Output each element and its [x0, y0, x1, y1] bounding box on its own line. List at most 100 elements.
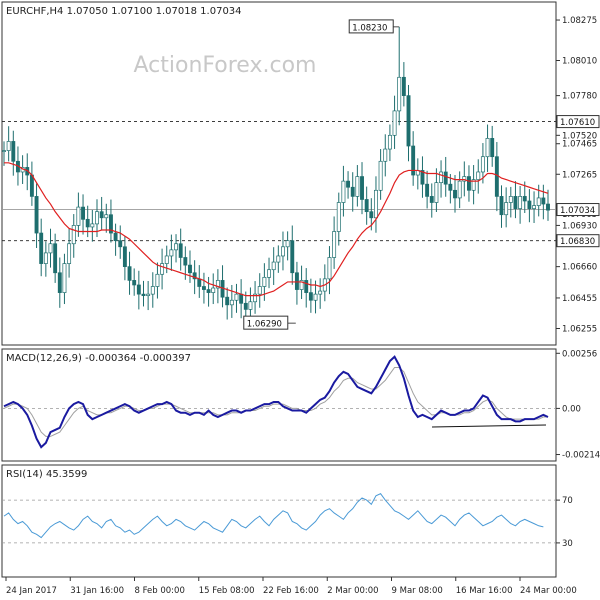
annotation-box	[243, 315, 289, 330]
candle-body	[225, 296, 230, 306]
level-label: 1.06830	[560, 237, 595, 247]
moving-average-line	[4, 162, 549, 297]
level-label: 1.07610	[560, 118, 595, 128]
candle-body	[476, 171, 481, 180]
time-axis-label: 9 Mar 08:00	[392, 586, 443, 596]
candle-body	[178, 243, 183, 258]
candle-body	[267, 269, 271, 278]
candle-body	[462, 176, 467, 182]
candle-body	[2, 150, 6, 152]
candle-body	[420, 170, 425, 185]
candle-body	[294, 272, 299, 290]
price-y-tick-label: 1.08275	[562, 16, 597, 26]
macd-line	[3, 355, 549, 449]
candle-body	[369, 211, 374, 219]
candle-body	[425, 183, 430, 197]
current-price-label: 1.07034	[560, 206, 595, 216]
rsi-series-line	[3, 493, 544, 539]
candle-body	[201, 286, 206, 290]
candle-body	[95, 211, 99, 225]
candle-body	[160, 263, 165, 275]
price-y-tick-label: 1.07780	[562, 92, 597, 102]
candle-body	[234, 293, 239, 301]
candle-body	[457, 180, 462, 199]
candle-body	[383, 148, 388, 162]
candle-body	[122, 246, 127, 267]
macd-lines	[2, 355, 556, 449]
price-horizontal-lines: 1.07610 1.06830 1.07034	[2, 115, 600, 248]
annotation-label: 1.06290	[247, 320, 282, 330]
candle-body	[406, 95, 411, 147]
candle-body	[546, 203, 550, 211]
candle-body	[434, 182, 439, 203]
candle-body	[285, 240, 290, 248]
candle-body	[81, 206, 85, 220]
candle-body	[257, 286, 262, 295]
time-axis-label: 24 Mar 00:00	[520, 586, 577, 596]
candle-body	[155, 273, 160, 287]
candle-body	[248, 301, 253, 310]
time-axis-label: 15 Feb 08:00	[199, 586, 255, 596]
candle-body	[29, 174, 34, 197]
candle-body	[355, 176, 360, 197]
candle-body	[90, 223, 95, 228]
candle-body	[174, 243, 178, 251]
candle-body	[504, 202, 509, 216]
rsi-title: RSI(14) 45.3599	[6, 469, 87, 480]
candle-body	[262, 276, 267, 287]
candle-body	[341, 180, 346, 203]
candle-body	[308, 292, 313, 301]
candle-body	[467, 176, 471, 191]
candle-body	[118, 240, 123, 248]
rsi-panel-frame	[1, 464, 557, 578]
candle-body	[229, 299, 234, 306]
price-y-tick-label: 1.06660	[562, 263, 597, 273]
candle-body	[313, 293, 318, 301]
candle-body	[127, 266, 132, 281]
candle-body	[104, 214, 109, 219]
candle-body	[429, 196, 434, 203]
rsi-y-tick-label: 30	[562, 539, 573, 549]
macd-panel-frame	[1, 348, 557, 462]
candle-body	[206, 289, 211, 293]
candle-body	[197, 278, 202, 287]
rsi-y-tick-label: 70	[562, 496, 573, 506]
candle-body	[141, 293, 146, 297]
candle-body	[85, 218, 90, 228]
watermark: ActionForex.com	[134, 53, 317, 78]
candle-body	[188, 264, 192, 274]
candle-body	[448, 183, 453, 191]
time-axis-label: 31 Jan 16:00	[70, 586, 124, 596]
candle-body	[513, 196, 518, 209]
price-annotations: 1.08230 1.06290	[243, 19, 400, 330]
candle-body	[387, 134, 392, 150]
candle-body	[332, 231, 337, 258]
candle-body	[11, 141, 16, 162]
candle-body	[211, 287, 216, 293]
rsi-y-axis: 70 30	[2, 496, 573, 549]
candle-body	[346, 180, 351, 188]
candle-body	[67, 243, 72, 264]
candle-body	[401, 76, 406, 96]
candle-body	[113, 232, 118, 242]
candle-body	[243, 302, 248, 310]
candle-body	[299, 280, 304, 290]
moving-average	[4, 162, 549, 297]
level-label-box	[556, 234, 600, 248]
candle-body	[146, 293, 151, 297]
annotation-label: 1.08230	[352, 23, 387, 33]
candle-body	[62, 263, 67, 293]
candle-body	[471, 179, 476, 191]
candle-body	[132, 280, 137, 286]
candle-body	[532, 205, 537, 209]
candle-body	[164, 255, 169, 264]
candle-body	[374, 189, 378, 219]
candle-body	[192, 272, 197, 280]
candle-body	[360, 176, 364, 200]
candle-body	[443, 171, 448, 185]
candle-body	[336, 202, 341, 232]
rsi-line	[3, 493, 544, 539]
rsi-panel: RSI(14) 45.3599 70 30	[1, 464, 573, 578]
candle-body	[53, 243, 58, 274]
time-axis-label: 22 Feb 16:00	[263, 586, 319, 596]
